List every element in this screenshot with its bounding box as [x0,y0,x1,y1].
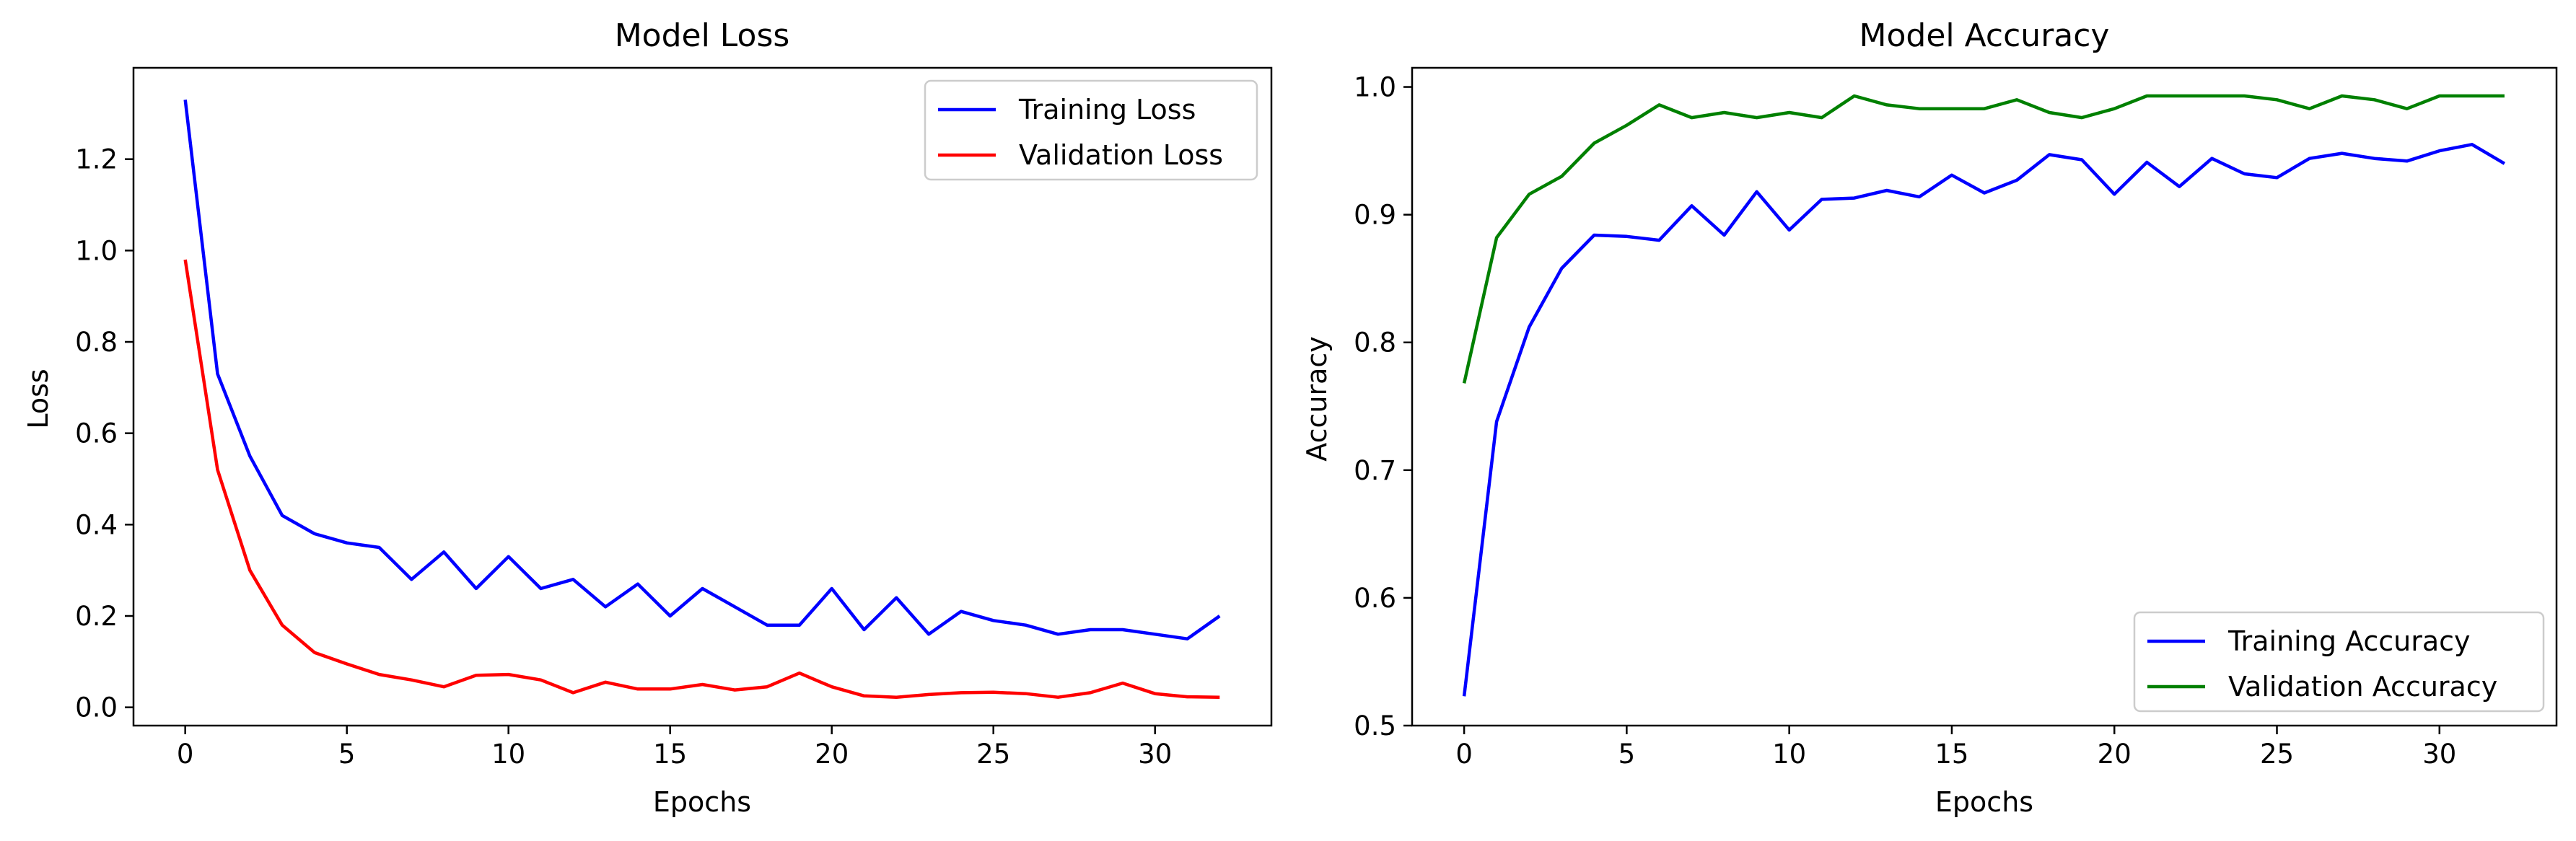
accuracy-chart-x-tick-label: 25 [2260,739,2294,770]
loss-chart-ticks: 0 5 10 15 20 25 30 0.0 0.2 0.4 0.6 0.8 1.0 1.2 [75,144,1172,770]
loss-chart-y-tick-label: 1.0 [75,235,118,266]
training-accuracy-line [1462,143,2506,697]
loss-chart-y-tick-label: 0.4 [75,509,118,540]
accuracy-chart-x-tick-label: 15 [1935,739,1968,770]
loss-chart: Model Loss Epochs Loss 0 5 10 15 20 25 30 0.0 0.… [22,17,1273,818]
loss-chart-x-tick-label: 0 [177,739,194,770]
loss-chart-plot-area [132,66,1273,727]
loss-chart-x-tick-label: 25 [976,739,1010,770]
accuracy-chart-plot-area [1411,66,2558,727]
accuracy-chart-y-tick-label: 0.7 [1354,455,1396,486]
loss-chart-x-tick-label: 10 [491,739,525,770]
loss-chart-x-axis-label: Epochs [653,786,751,818]
accuracy-chart-series [1462,94,2506,697]
accuracy-chart-y-tick-label: 0.6 [1354,583,1396,614]
accuracy-chart-y-tick-label: 0.5 [1354,710,1396,741]
loss-chart-y-tick-label: 0.6 [75,418,118,449]
accuracy-chart: Model Accuracy Epochs Accuracy 0 5 10 15 20 2… [1301,17,2558,818]
accuracy-chart-y-tick-label: 0.8 [1354,327,1396,358]
loss-chart-x-tick-label: 5 [338,739,356,770]
accuracy-chart-x-tick-label: 0 [1455,739,1473,770]
loss-chart-y-tick-label: 0.2 [75,601,118,632]
legend-label-validation-loss: Validation Loss [1019,139,1223,171]
loss-chart-y-axis-label: Loss [22,369,54,428]
loss-chart-x-tick-label: 15 [653,739,687,770]
accuracy-chart-x-tick-label: 10 [1772,739,1806,770]
accuracy-chart-legend-box [2133,611,2545,713]
loss-chart-y-tick-label: 0.0 [75,692,118,723]
loss-chart-y-tick-label: 1.2 [75,144,118,175]
accuracy-chart-x-axis-label: Epochs [1935,786,2033,818]
legend-label-validation-accuracy: Validation Accuracy [2228,671,2497,703]
accuracy-chart-title: Model Accuracy [1859,17,2110,54]
loss-chart-legend: Training Loss Validation Loss [924,79,1258,181]
legend-label-training-accuracy: Training Accuracy [2227,625,2471,657]
loss-chart-x-tick-label: 30 [1138,739,1172,770]
accuracy-chart-x-tick-label: 5 [1618,739,1636,770]
accuracy-chart-y-tick-label: 1.0 [1354,72,1396,103]
accuracy-chart-y-axis-label: Accuracy [1301,336,1333,462]
loss-chart-title: Model Loss [615,17,790,54]
accuracy-chart-legend: Training Accuracy Validation Accuracy [2133,611,2545,713]
accuracy-chart-y-tick-label: 0.9 [1354,200,1396,231]
loss-chart-series [183,100,1221,699]
training-loss-line [183,100,1221,640]
accuracy-chart-x-tick-label: 20 [2098,739,2132,770]
accuracy-chart-x-tick-label: 30 [2422,739,2456,770]
loss-chart-y-tick-label: 0.8 [75,327,118,358]
legend-label-training-loss: Training Loss [1018,94,1196,126]
loss-chart-x-tick-label: 20 [815,739,849,770]
accuracy-chart-ticks: 0 5 10 15 20 25 30 0.5 0.6 0.7 0.8 0.9 1.0 [1354,72,2456,770]
validation-loss-line [183,259,1220,699]
loss-chart-legend-box [924,79,1258,181]
validation-accuracy-line [1462,94,2505,384]
